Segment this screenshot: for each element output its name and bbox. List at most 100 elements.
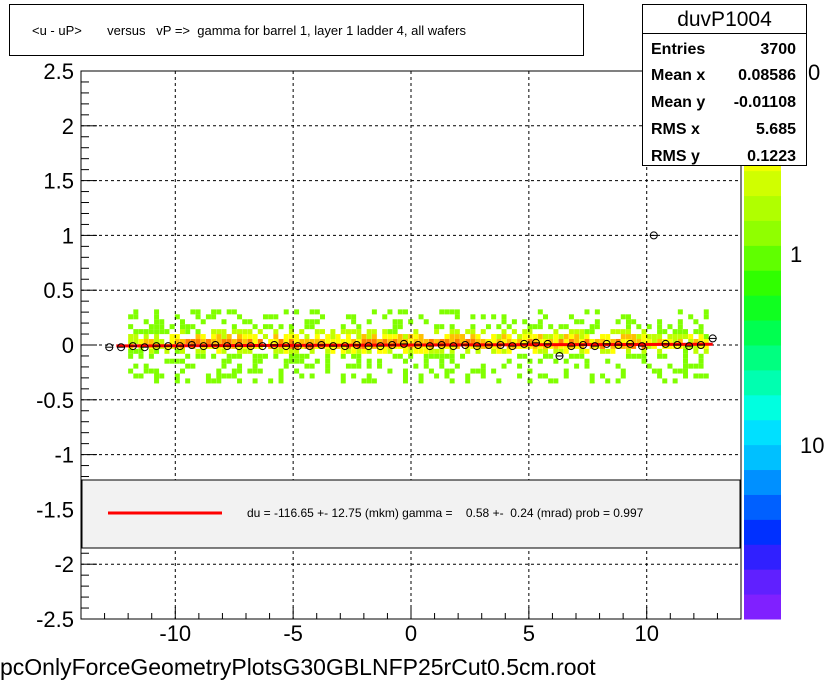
density-cell [615, 329, 621, 335]
density-cell [231, 368, 237, 374]
density-cell [475, 338, 481, 344]
density-cell [382, 329, 388, 335]
density-cell [574, 363, 580, 369]
density-cell [651, 334, 657, 340]
density-cell [625, 353, 631, 359]
density-cell [351, 329, 357, 335]
density-cell [693, 373, 699, 379]
density-cell [662, 329, 668, 335]
density-cell [180, 324, 185, 330]
density-cell [657, 368, 663, 374]
density-cell [527, 358, 533, 364]
density-cell [174, 334, 180, 340]
density-cell [288, 338, 294, 344]
density-cell [480, 329, 486, 335]
density-cell [501, 363, 507, 369]
density-cell [610, 338, 616, 344]
density-cell [257, 338, 263, 344]
density-cell [195, 338, 201, 344]
density-cell [345, 363, 351, 369]
density-cell [304, 363, 310, 369]
density-cell [522, 353, 528, 359]
density-cell [506, 324, 512, 330]
density-cell [480, 373, 486, 379]
density-cell [480, 338, 486, 344]
density-cell [532, 324, 538, 330]
density-cell [543, 373, 548, 379]
density-cell [449, 338, 455, 344]
density-cell [159, 319, 165, 325]
density-cell [340, 373, 346, 379]
density-cell [460, 334, 466, 340]
density-cell [418, 348, 424, 354]
density-cell [231, 309, 237, 315]
density-cell [594, 338, 600, 344]
colorbar-cell [744, 369, 781, 396]
density-cell [288, 358, 294, 364]
density-cell [205, 338, 211, 344]
density-cell [247, 334, 253, 340]
density-cell [237, 368, 243, 374]
density-cell [641, 353, 647, 359]
density-cell [537, 348, 543, 354]
profile-point [293, 342, 302, 351]
density-cell [345, 314, 351, 320]
density-cell [320, 329, 326, 335]
density-cell [283, 358, 289, 364]
stats-name: duvP1004 [643, 5, 806, 34]
density-cell [439, 309, 445, 315]
density-cell [636, 334, 642, 340]
density-cell [304, 334, 310, 340]
density-cell [480, 363, 486, 369]
y-tick-label: 1 [62, 223, 74, 248]
density-cell [345, 348, 351, 354]
density-cell [268, 324, 274, 330]
density-cell [283, 363, 289, 369]
profile-point [164, 342, 173, 351]
density-cell [517, 353, 523, 359]
density-cell [397, 319, 403, 325]
density-cell [579, 329, 585, 335]
density-cell [574, 329, 580, 335]
density-cell [693, 348, 699, 354]
density-cell [205, 373, 211, 379]
density-cell [133, 334, 139, 340]
density-cell [423, 363, 429, 369]
density-cell [205, 378, 211, 384]
profile-point [388, 341, 397, 349]
density-cell [133, 348, 139, 354]
density-cell [646, 363, 652, 369]
density-cell [174, 378, 180, 384]
density-cell [309, 324, 315, 330]
density-cell [439, 348, 445, 354]
density-cell [465, 348, 471, 354]
density-cell [371, 329, 377, 335]
density-cell [620, 334, 626, 340]
density-cell [185, 338, 191, 344]
density-cell [449, 378, 455, 384]
density-cell [174, 373, 180, 379]
density-cell [200, 348, 206, 354]
density-cell [237, 329, 243, 335]
density-cell [138, 348, 144, 354]
density-cell [200, 319, 206, 325]
density-cell [600, 348, 606, 354]
density-cell [491, 348, 497, 354]
density-cell [475, 368, 481, 374]
density-cell [143, 338, 149, 344]
density-cell [491, 368, 497, 374]
density-cell [522, 334, 528, 340]
density-cell [460, 353, 466, 359]
density-cell [620, 338, 626, 344]
density-cell [496, 343, 502, 349]
density-cell [148, 324, 154, 330]
x-tick-label: 10 [634, 621, 658, 646]
density-cell [501, 348, 507, 354]
density-cell [662, 343, 668, 349]
density-cell [657, 373, 663, 379]
x-tick-label: 0 [405, 621, 417, 646]
density-cell [449, 368, 455, 374]
density-cell [221, 373, 227, 379]
density-cell [247, 319, 253, 325]
